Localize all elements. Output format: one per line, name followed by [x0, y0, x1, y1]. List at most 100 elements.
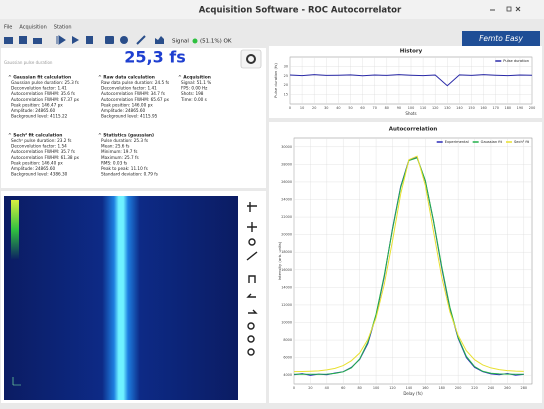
- y-tick-label: 30000: [281, 145, 292, 149]
- x-axis-label: Delay (fs): [403, 391, 423, 396]
- colorbar: [11, 200, 19, 260]
- section-row: Mean: 25.6 fs: [101, 144, 129, 149]
- y-axis-label: Pulse duration (fs): [273, 63, 278, 98]
- x-tick-label: 220: [471, 386, 477, 390]
- x-tick-label: 80: [385, 106, 389, 110]
- legend-label: Gaussian fit: [481, 140, 503, 144]
- x-tick-label: 40: [325, 386, 329, 390]
- plot-title: History: [400, 49, 423, 55]
- save-icon[interactable]: [19, 36, 27, 44]
- section-row: Autocorrelation FWHM: 61.38 px: [11, 155, 80, 160]
- section-row: Time: 0.00 s: [180, 97, 207, 102]
- logo-text: Femto Easy: [479, 34, 523, 43]
- x-tick-label: 140: [456, 106, 462, 110]
- y-tick-label: 4000: [283, 373, 292, 377]
- section-row: Pulse duration: 25.3 fs: [101, 138, 148, 143]
- y-tick-label: 16000: [281, 268, 292, 272]
- x-tick-label: 0: [289, 106, 291, 110]
- x-tick-label: 180: [505, 106, 511, 110]
- options-button[interactable]: [241, 50, 261, 68]
- y-tick-label: 14000: [281, 285, 292, 289]
- camera-icon[interactable]: [105, 36, 114, 44]
- section-row: FPS: 0.00 Hz: [181, 86, 208, 91]
- x-tick-label: 120: [432, 106, 438, 110]
- x-tick-label: 140: [406, 386, 412, 390]
- menu-item[interactable]: Acquisition: [19, 25, 46, 31]
- menu-item[interactable]: File: [4, 25, 12, 31]
- section-row: Amplitude: 24865.60: [11, 108, 56, 113]
- signal-label: Signal: [172, 39, 189, 45]
- legend-label: Sech² fit: [514, 140, 530, 144]
- x-tick-label: 110: [420, 106, 426, 110]
- camera-image: [4, 196, 238, 400]
- x-tick-label: 40: [336, 106, 340, 110]
- signal-led: [193, 39, 198, 44]
- x-tick-label: 130: [444, 106, 450, 110]
- x-tick-label: 280: [521, 386, 527, 390]
- y-tick-label: 28000: [281, 162, 292, 166]
- x-tick-label: 180: [438, 386, 444, 390]
- export-icon[interactable]: [33, 38, 42, 44]
- plot-title: Autocorrelation: [389, 127, 438, 133]
- x-tick-label: 20: [308, 386, 312, 390]
- open-icon[interactable]: [4, 37, 13, 44]
- x-tick-label: 100: [373, 386, 379, 390]
- x-tick-label: 240: [488, 386, 494, 390]
- section-row: Gaussian pulse duration: 25.3 fs: [11, 80, 79, 85]
- y-tick-label: 20000: [281, 233, 292, 237]
- x-tick-label: 0: [293, 386, 295, 390]
- y-tick-label: 18000: [281, 250, 292, 254]
- legend-label: Pulse duration: [503, 59, 529, 63]
- section-row: Peak position: 146.40 px: [11, 160, 63, 165]
- x-tick-label: 20: [312, 106, 316, 110]
- y-tick-label: 12000: [281, 303, 292, 307]
- y-tick-label: 30: [284, 64, 288, 68]
- section-row: Peak to peak: 11.10 fs: [101, 166, 148, 171]
- section-row: Autocorrelation FWHM: 65.67 px: [101, 97, 170, 102]
- section-row: Deconvolution factor: 1.54: [11, 144, 67, 149]
- section-row: Deconvolution factor: 1.41: [11, 86, 67, 91]
- y-axis-label: Intensity (arb. units): [277, 241, 282, 280]
- section-row: Background level: 4115.95: [101, 114, 158, 119]
- window-title: Acquisition Software - ROC Autocorrelato…: [199, 6, 402, 16]
- section-row: Amplitude: 24865.60: [11, 166, 56, 171]
- x-tick-label: 200: [455, 386, 461, 390]
- legend-label: Experimental: [445, 140, 469, 144]
- x-tick-label: 160: [422, 386, 428, 390]
- section-row: Signal: 51.1 %: [181, 80, 211, 85]
- section-row: Sech² pulse duration: 23.2 fs: [11, 138, 71, 143]
- section-row: Peak position: 146.47 px: [11, 102, 63, 107]
- x-tick-label: 60: [341, 386, 345, 390]
- x-tick-label: 10: [300, 106, 304, 110]
- y-tick-label: 22000: [281, 215, 292, 219]
- x-tick-label: 30: [324, 106, 328, 110]
- y-tick-label: 24000: [281, 198, 292, 202]
- app: Acquisition Software - ROC Autocorrelato…: [0, 0, 544, 405]
- screen: Acquisition Software - ROC Autocorrelato…: [0, 0, 544, 405]
- x-tick-label: 90: [397, 106, 401, 110]
- x-tick-label: 60: [360, 106, 364, 110]
- settings-icon[interactable]: [120, 36, 128, 44]
- section-row: Shots: 198: [181, 91, 204, 96]
- section-row: RMS: 0.03 fs: [101, 160, 127, 165]
- x-tick-label: 170: [492, 106, 498, 110]
- x-tick-label: 80: [357, 386, 361, 390]
- menu-item[interactable]: Station: [54, 25, 72, 31]
- y-tick-label: 26000: [281, 180, 292, 184]
- main-caption: Gaussian pulse duration: [4, 60, 53, 65]
- x-tick-label: 200: [529, 106, 535, 110]
- x-tick-label: 100: [408, 106, 414, 110]
- y-tick-label: 10000: [281, 321, 292, 325]
- section-row: Autocorrelation FWHM: 35.7 fs: [11, 149, 75, 154]
- x-tick-label: 50: [348, 106, 352, 110]
- plot-area: [294, 138, 532, 384]
- x-tick-label: 120: [389, 386, 395, 390]
- x-tick-label: 190: [517, 106, 523, 110]
- section-row: Autocorrelation FWHM: 67.37 px: [11, 97, 80, 102]
- main-value: 25,3 fs: [124, 48, 186, 67]
- section-row: Raw data pulse duration: 24.5 fs: [101, 80, 169, 85]
- section-row: Background level: 4115.22: [11, 114, 68, 119]
- x-tick-label: 70: [373, 106, 377, 110]
- stop-icon[interactable]: [86, 36, 93, 44]
- y-tick-label: 25: [284, 74, 288, 78]
